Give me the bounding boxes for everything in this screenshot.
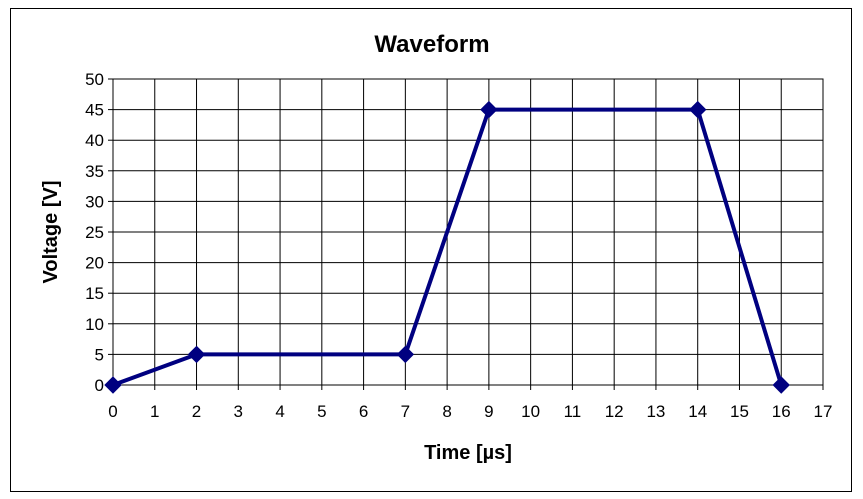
x-tick-label: 12 <box>605 402 624 421</box>
y-tick-label: 30 <box>85 192 104 211</box>
data-point-marker <box>772 376 790 394</box>
x-tick-label: 11 <box>564 402 582 421</box>
x-tick-label: 6 <box>359 402 368 421</box>
x-tick-label: 10 <box>521 402 540 421</box>
y-tick-label: 25 <box>85 223 104 242</box>
x-tick-label: 14 <box>688 402 707 421</box>
y-tick-label: 5 <box>95 345 104 364</box>
y-tick-label: 45 <box>85 101 104 120</box>
x-tick-label: 4 <box>275 402 284 421</box>
y-tick-label: 15 <box>85 284 104 303</box>
y-tick-label: 0 <box>95 376 104 395</box>
x-tick-label: 3 <box>234 402 243 421</box>
chart-frame <box>10 8 852 492</box>
y-tick-label: 20 <box>85 254 104 273</box>
x-tick-label: 9 <box>484 402 493 421</box>
chart-title: Waveform <box>374 31 489 58</box>
x-tick-label: 2 <box>192 402 201 421</box>
data-point-marker <box>187 345 206 364</box>
x-tick-label: 17 <box>814 402 833 421</box>
y-tick-label: 35 <box>85 162 104 181</box>
series-line <box>112 107 784 387</box>
y-tick-label: 10 <box>85 315 104 334</box>
x-axis-label: Time [µs] <box>424 442 512 464</box>
x-tick-label: 7 <box>401 402 410 421</box>
x-tick-label: 15 <box>730 402 749 421</box>
x-tick-label: 8 <box>442 402 451 421</box>
data-point-marker <box>688 100 707 119</box>
y-tick-label: 50 <box>85 70 104 89</box>
y-tick-label: 40 <box>85 131 104 150</box>
x-tick-label: 1 <box>150 402 159 421</box>
data-point-marker <box>104 376 122 394</box>
y-axis-label: Voltage [V] <box>40 181 62 284</box>
data-point-marker <box>396 345 415 364</box>
x-tick-label: 5 <box>317 402 326 421</box>
x-tick-label: 0 <box>108 402 117 421</box>
data-point-marker <box>480 100 498 119</box>
x-tick-label: 16 <box>772 402 791 421</box>
x-tick-label: 13 <box>646 402 665 421</box>
